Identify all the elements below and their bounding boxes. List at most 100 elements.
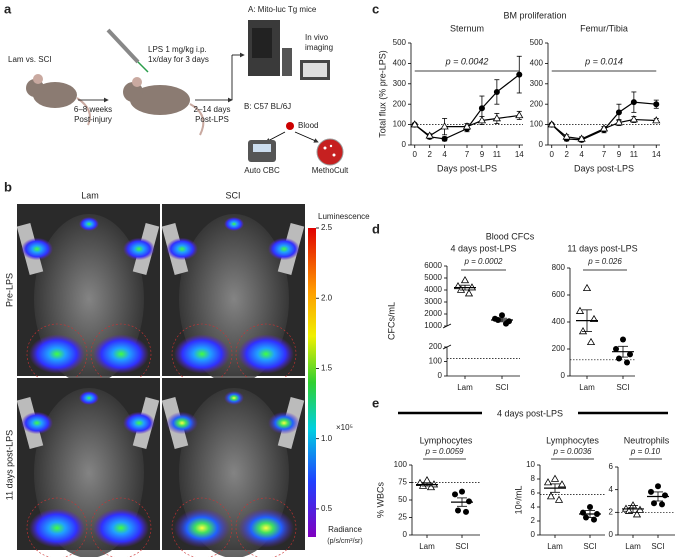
- x-tick-label: Lam: [457, 383, 473, 392]
- marker-circle: [455, 507, 461, 514]
- y-tick-label: 2000: [424, 309, 442, 318]
- marker-triangle: [456, 285, 466, 293]
- marker-triangle: [614, 118, 624, 126]
- signal: [166, 237, 198, 261]
- marker-triangle: [422, 475, 432, 484]
- y-tick-label: 400: [552, 317, 566, 326]
- chart-title: Lymphocytes: [546, 435, 599, 445]
- chart-title: 4 days post-LPS: [450, 243, 516, 253]
- marker-triangle: [632, 510, 642, 518]
- annotation: p = 0.10: [630, 447, 661, 456]
- y-tick-label: 25: [398, 513, 407, 522]
- x-tick-label: 14: [515, 150, 524, 159]
- panel-label: b: [4, 179, 12, 194]
- x-tick-label: Lam: [419, 542, 435, 551]
- x-tick-label: 9: [480, 150, 485, 159]
- marker-circle: [630, 99, 637, 106]
- x-tick-label: 0: [550, 150, 555, 159]
- annotation: p = 0.0042: [445, 56, 489, 66]
- label: Post-injury: [74, 115, 112, 124]
- y-axis-label: Total flux (% pre-LPS): [377, 50, 387, 138]
- row-label: Pre-LPS: [4, 273, 14, 307]
- marker-triangle: [462, 122, 472, 130]
- chart-title: Sternum: [450, 23, 484, 33]
- row-label: 11 days post-LPS: [4, 430, 14, 500]
- x-tick-label: SCI: [455, 542, 468, 551]
- x-tick-label: 7: [465, 150, 470, 159]
- colorbar-unit: Radiance: [328, 525, 362, 534]
- signal: [238, 334, 294, 374]
- x-tick-label: Lam: [547, 542, 563, 551]
- y-tick-label: 400: [530, 59, 544, 68]
- x-tick-label: 11: [630, 150, 639, 159]
- y-tick-label: 5000: [424, 273, 442, 282]
- syringe-icon: [106, 28, 149, 73]
- label: Lam vs. SCI: [8, 55, 52, 64]
- y-tick-label: 300: [393, 79, 407, 88]
- column-label: Lam: [81, 190, 99, 200]
- marker-circle: [478, 105, 485, 112]
- marker-circle: [613, 346, 619, 352]
- label: 2–14 days: [194, 105, 231, 114]
- label: LPS 1 mg/kg i.p.: [148, 45, 207, 54]
- colorbar-tick-label: 2.5: [321, 223, 333, 232]
- panel-b: b Lam SCI Pre-LPS 11 days post-LPS Lumin…: [4, 179, 370, 557]
- marker-triangle: [547, 120, 556, 128]
- marker-triangle: [629, 115, 638, 123]
- imager-icon: [248, 20, 330, 80]
- y-tick-label: 300: [530, 79, 544, 88]
- column-label: SCI: [225, 190, 240, 200]
- marker-triangle: [426, 482, 436, 491]
- marker-circle: [591, 516, 597, 523]
- y-tick-label: 4: [609, 485, 614, 494]
- marker-circle: [615, 109, 622, 116]
- signal: [79, 217, 99, 231]
- signal: [123, 237, 155, 261]
- marker-circle: [516, 71, 523, 78]
- marker-triangle: [418, 481, 428, 489]
- roi: [90, 497, 152, 557]
- signal: [268, 411, 300, 435]
- marker-triangle: [410, 120, 419, 128]
- marker-triangle: [575, 306, 585, 314]
- colorbar-unit: (p/s/cm²/sr): [327, 538, 362, 545]
- mouse-icon: [123, 77, 205, 136]
- signal: [174, 508, 230, 548]
- chart-title: Neutrophils: [624, 435, 670, 445]
- section-title: 4 days post-LPS: [497, 408, 563, 418]
- marker-triangle: [652, 116, 661, 124]
- annotation: p = 0.0036: [552, 447, 592, 456]
- x-tick-label: 2: [427, 150, 432, 159]
- label: 1x/day for 3 days: [148, 55, 209, 64]
- y-tick-label: 100: [393, 120, 407, 129]
- roi: [171, 323, 233, 385]
- marker-circle: [624, 359, 630, 366]
- y-tick-label: 200: [393, 99, 407, 108]
- x-tick-label: 0: [413, 150, 418, 159]
- y-tick-label: 10: [526, 460, 535, 469]
- marker-circle: [587, 504, 593, 510]
- label: Auto CBC: [244, 166, 280, 175]
- y-tick-label: 0: [609, 530, 614, 539]
- marker-triangle: [599, 124, 609, 132]
- label: A: Mito-luc Tg mice: [248, 5, 317, 14]
- marker-circle: [662, 492, 668, 499]
- section-title: BM proliferation: [503, 10, 566, 20]
- marker-circle: [653, 101, 660, 108]
- roi: [235, 497, 297, 557]
- signal: [93, 334, 149, 374]
- x-tick-label: 2: [564, 150, 569, 159]
- y-axis-label: CFCs/mL: [386, 302, 396, 340]
- marker-triangle: [467, 283, 477, 291]
- marker-triangle: [546, 492, 556, 500]
- colorbar-tick-label: 1.0: [321, 434, 333, 443]
- x-tick-label: Lam: [579, 383, 595, 392]
- signal: [238, 508, 294, 548]
- signal: [29, 508, 85, 548]
- roi: [235, 323, 297, 385]
- marker-triangle: [550, 474, 560, 482]
- y-tick-label: 6000: [424, 261, 442, 270]
- y-axis-label: 10⁶/mL: [513, 486, 523, 515]
- roi: [26, 323, 88, 385]
- section-title: Blood CFCs: [486, 231, 535, 241]
